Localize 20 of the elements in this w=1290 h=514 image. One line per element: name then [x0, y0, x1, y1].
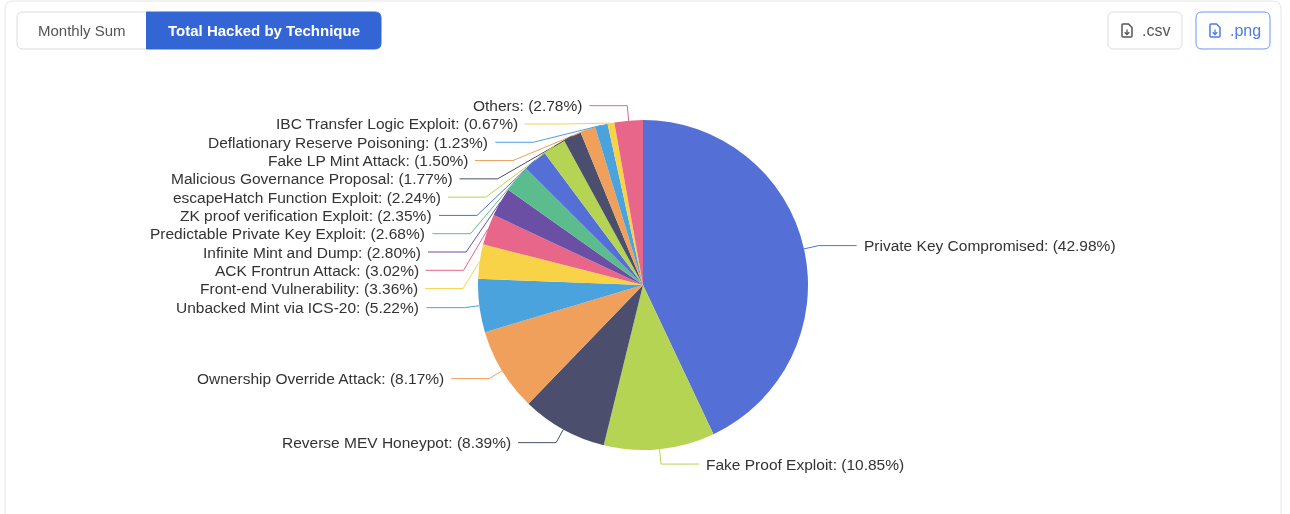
slice-label: ZK proof verification Exploit: (2.35%) — [180, 207, 432, 224]
slice-label: Private Key Compromised: (42.98%) — [864, 237, 1116, 254]
slice-label: Predictable Private Key Exploit: (2.68%) — [150, 225, 425, 242]
slice-label: IBC Transfer Logic Exploit: (0.67%) — [276, 115, 519, 132]
slice-label: Unbacked Mint via ICS-20: (5.22%) — [176, 299, 419, 316]
slice-label: Deflationary Reserve Poisoning: (1.23%) — [208, 134, 488, 151]
slice-label: Others: (2.78%) — [473, 97, 583, 114]
slice-label: Front-end Vulnerability: (3.36%) — [200, 280, 419, 297]
text: Monthly Sum — [38, 22, 126, 39]
chart-title: Total Hacked by Technique — [168, 22, 360, 39]
slice-label: Reverse MEV Honeypot: (8.39%) — [282, 434, 512, 451]
slice-label: Infinite Mint and Dump: (2.80%) — [203, 244, 421, 261]
text: .csv — [1142, 22, 1171, 39]
slice-label: Malicious Governance Proposal: (1.77%) — [171, 170, 453, 187]
text: .png — [1230, 22, 1262, 39]
slice-label: ACK Frontrun Attack: (3.02%) — [215, 262, 420, 279]
slice-label: Fake LP Mint Attack: (1.50%) — [268, 152, 469, 169]
slice-label: Ownership Override Attack: (8.17%) — [197, 370, 445, 387]
slice-label: escapeHatch Function Exploit: (2.24%) — [173, 189, 441, 206]
slice-label: Fake Proof Exploit: (10.85%) — [706, 456, 905, 473]
